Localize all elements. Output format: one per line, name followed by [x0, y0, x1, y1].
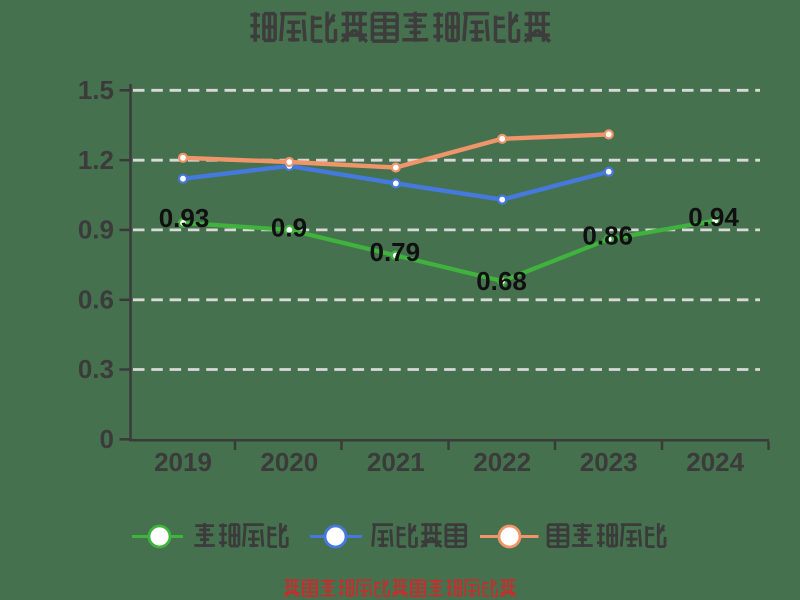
svg-text:0.9: 0.9 [78, 215, 114, 245]
svg-text:1.2: 1.2 [78, 145, 114, 175]
svg-text:0.3: 0.3 [78, 354, 114, 384]
svg-text:1.5: 1.5 [78, 75, 114, 105]
svg-text:2021: 2021 [367, 447, 425, 477]
svg-text:0.6: 0.6 [78, 284, 114, 314]
svg-text:0.94: 0.94 [688, 202, 739, 232]
svg-text:0: 0 [100, 424, 114, 454]
svg-text:2024: 2024 [686, 447, 744, 477]
svg-text:2022: 2022 [473, 447, 531, 477]
svg-text:2023: 2023 [580, 447, 638, 477]
svg-text:0.93: 0.93 [159, 203, 210, 233]
svg-text:2020: 2020 [260, 447, 318, 477]
svg-text:2019: 2019 [154, 447, 212, 477]
svg-text:0.9: 0.9 [271, 212, 307, 242]
svg-text:0.86: 0.86 [582, 221, 633, 251]
svg-text:0.68: 0.68 [476, 266, 527, 296]
svg-text:0.79: 0.79 [369, 237, 420, 267]
